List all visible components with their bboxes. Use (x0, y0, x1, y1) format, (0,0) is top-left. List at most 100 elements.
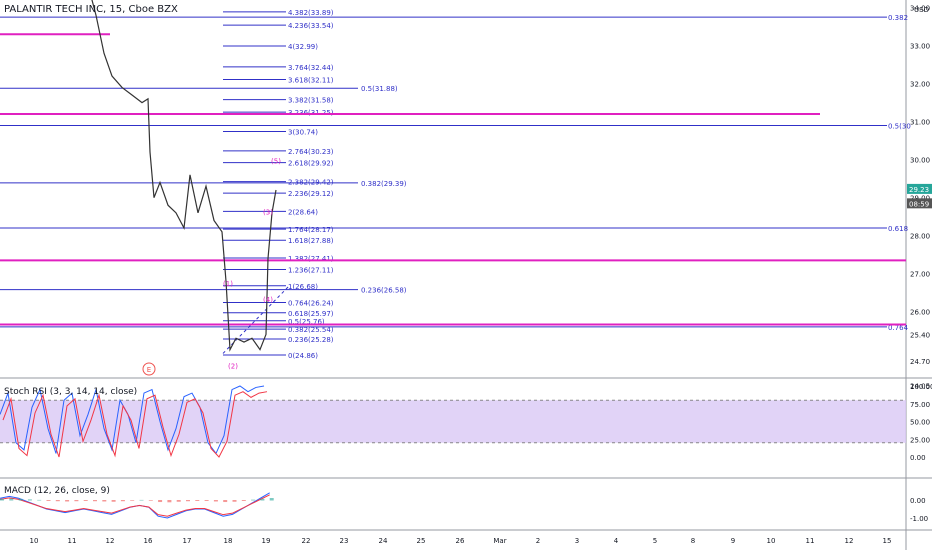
fib-far-label: 0.382 (888, 14, 908, 22)
earnings-event-marker (142, 362, 156, 376)
macd-histogram-bar (111, 500, 116, 502)
fib-ext-label: 1.382(27.41) (288, 255, 334, 263)
symbol-title: PALANTIR TECH INC, 15, Cboe BZX (4, 4, 178, 15)
trend-line (222, 284, 291, 354)
fib-ext-label: 2.382(29.42) (288, 179, 334, 187)
macd-histogram-bar (158, 500, 163, 503)
fib-far-label: 0.618 (888, 225, 908, 233)
price-tick-label: 30.00 (910, 157, 930, 165)
time-tick-label: 22 (302, 537, 311, 545)
macd-histogram-bar (27, 499, 32, 501)
time-tick-label: 4 (614, 537, 619, 545)
macd-histogram-bar (186, 500, 190, 502)
macd-histogram-bar (65, 500, 70, 502)
price-tick-label: 26.00 (910, 309, 930, 317)
macd-histogram-bar (148, 500, 153, 501)
macd-histogram-bar (251, 499, 256, 501)
time-tick-label: 12 (106, 537, 115, 545)
fib-ext-label: 2(28.64) (288, 208, 318, 216)
time-tick-label: 8 (691, 537, 695, 545)
macd-histogram-bar (139, 499, 144, 501)
price-tick-label: 32.00 (910, 81, 930, 89)
elliott-wave-label: (1) (223, 280, 233, 288)
macd-histogram-bar (232, 500, 237, 502)
fib-ext-label: 4.382(33.89) (288, 9, 334, 17)
elliott-wave-label: (4) (263, 296, 273, 304)
macd-histogram-bar (18, 498, 23, 501)
fib-ext-label: 1.618(27.88) (288, 237, 334, 245)
macd-line (0, 492, 270, 519)
time-tick-label: 18 (224, 537, 233, 545)
fib-ext-label: 3.764(32.44) (288, 64, 334, 72)
fib-ext-label: 0(24.86) (288, 352, 318, 360)
macd-histogram-bar (0, 498, 4, 501)
price-series-line (91, 0, 277, 352)
macd-histogram-bar (83, 500, 88, 501)
macd-histogram-bar (9, 498, 14, 501)
fib-level-label: 0.382(29.39) (361, 180, 407, 188)
time-tick-label: 17 (183, 537, 192, 545)
price-chip (907, 183, 932, 194)
macd-histogram-bar (46, 500, 51, 501)
time-tick-label: 10 (30, 537, 39, 545)
fib-ext-label: 1.236(27.11) (288, 266, 334, 274)
fib-ext-label: 0.236(25.28) (288, 336, 334, 344)
elliott-wave-label: (3) (263, 209, 273, 217)
time-tick-label: 10 (767, 537, 776, 545)
macd-histogram-bar (130, 500, 135, 501)
macd-histogram-bar (241, 500, 246, 501)
fib-ext-label: 0.618(25.97) (288, 310, 334, 318)
fib-ext-label: 3(30.74) (288, 129, 318, 137)
macd-histogram-bar (55, 500, 60, 502)
macd-histogram-bar (223, 500, 228, 503)
macd-histogram-bar (260, 498, 265, 501)
macd-histogram-bar (269, 498, 274, 501)
price-tick-label: 25.40 (910, 331, 930, 339)
event-marker-label: E (147, 366, 151, 374)
macd-histogram-bar (167, 500, 172, 503)
macd-histogram-bar (213, 500, 218, 502)
macd-title: MACD (12, 26, close, 9) (4, 486, 110, 496)
fib-ext-label: 4(32.99) (288, 43, 318, 51)
time-tick-label: 15 (883, 537, 892, 545)
price-tick-label: 31.00 (910, 119, 930, 127)
time-tick-label: 16 (144, 537, 153, 545)
macd-tick-label: 0.00 (910, 497, 926, 505)
macd-histogram-bar (102, 500, 107, 502)
price-tick-label: 27.00 (910, 271, 930, 279)
fib-ext-label: 3.618(32.11) (288, 76, 334, 84)
currency-label: USD (914, 6, 929, 14)
price-tick-label: 24.05 (910, 383, 930, 391)
stoch-tick-label: 25.00 (910, 436, 930, 444)
macd-tick-label: -1.00 (910, 515, 928, 523)
macd-histogram-bar (195, 500, 200, 501)
time-tick-label: 26 (456, 537, 465, 545)
time-tick-label: 11 (68, 537, 77, 545)
fib-ext-label: 0.764(26.24) (288, 300, 334, 308)
elliott-wave-label: (5) (271, 157, 281, 165)
fib-far-label: 0.764 (888, 324, 909, 332)
stoch-tick-label: 75.00 (910, 401, 930, 409)
macd-histogram-bar (204, 500, 209, 501)
macd-histogram-bar (93, 500, 97, 502)
time-tick-label: 2 (536, 537, 540, 545)
price-chip-label: 29.23 (909, 186, 929, 194)
fib-level-label: 0.236(26.58) (361, 287, 407, 295)
stoch-tick-label: 100.00 (910, 383, 932, 391)
price-chip-label: 08:59 (909, 200, 929, 208)
macd-histogram-bar (120, 500, 125, 502)
macd-histogram-bar (176, 500, 181, 502)
fib-level-label: 0.5(31.88) (361, 85, 398, 93)
fib-ext-label: 3.382(31.58) (288, 97, 334, 105)
time-tick-label: 23 (340, 537, 349, 545)
price-tick-label: 33.00 (910, 43, 930, 51)
elliott-wave-label: (2) (228, 363, 238, 371)
fib-ext-label: 2.618(29.92) (288, 160, 334, 168)
time-tick-label: 5 (653, 537, 657, 545)
time-tick-label: 24 (379, 537, 388, 545)
stoch-tick-label: 50.00 (910, 419, 930, 427)
time-tick-label: 9 (731, 537, 735, 545)
fib-ext-label: 0.382(25.54) (288, 326, 334, 334)
